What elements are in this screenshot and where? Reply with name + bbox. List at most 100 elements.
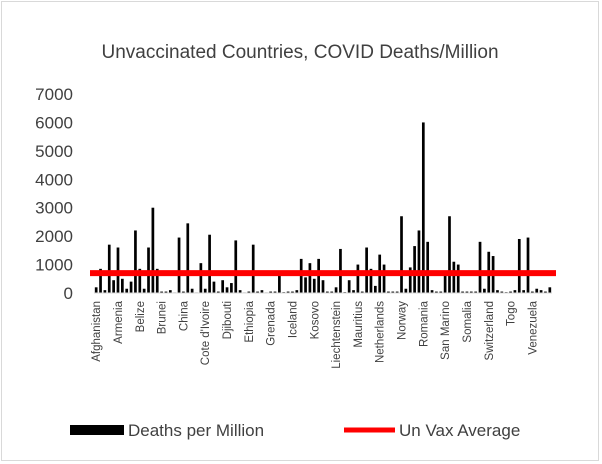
- legend-swatch-deaths: [70, 425, 124, 435]
- bar: [129, 281, 133, 293]
- bar: [404, 288, 408, 293]
- bar: [203, 288, 207, 293]
- bar: [413, 246, 416, 293]
- bar: [138, 268, 142, 293]
- x-axis: Afghanistan Armenia Belize Brunei China Cote …: [91, 300, 539, 368]
- bar: [352, 290, 355, 293]
- bar: [186, 223, 190, 293]
- bar: [251, 244, 255, 293]
- bar: [408, 267, 412, 293]
- x-tick-label: Djibouti: [222, 301, 234, 339]
- legend-label-average: Un Vax Average: [399, 421, 520, 440]
- bar: [500, 291, 504, 293]
- bar: [465, 291, 469, 293]
- bar: [391, 291, 395, 293]
- bar: [517, 238, 521, 293]
- bar: [278, 274, 281, 293]
- bar: [216, 291, 220, 293]
- x-tick-label: Romania: [418, 300, 430, 347]
- bar: [125, 288, 129, 293]
- bar: [347, 280, 351, 293]
- bar: [448, 216, 451, 293]
- bar: [356, 264, 360, 293]
- bar: [456, 264, 460, 293]
- bar: [430, 290, 434, 293]
- bar: [417, 230, 421, 293]
- bar: [107, 244, 111, 293]
- bar: [387, 291, 390, 293]
- y-tick-label: 3000: [35, 199, 73, 218]
- bar: [160, 291, 163, 293]
- y-tick-label: 0: [64, 284, 73, 303]
- bar: [400, 216, 403, 293]
- x-tick-label: Brunei: [157, 301, 169, 334]
- bar: [312, 278, 316, 293]
- bar: [273, 291, 277, 293]
- bar: [94, 287, 98, 293]
- bar: [212, 281, 216, 293]
- bar: [321, 280, 325, 293]
- x-tick-label: Liechtenstein: [331, 301, 343, 369]
- bar: [103, 290, 107, 293]
- bar: [168, 290, 172, 293]
- bar: [373, 285, 377, 293]
- bar: [452, 261, 456, 293]
- x-tick-label: Mauritius: [353, 301, 365, 348]
- bar: [544, 291, 547, 293]
- chart-title: Unvaccinated Countries, COVID Deaths/Mil…: [101, 42, 498, 63]
- bar: [199, 263, 203, 293]
- legend: Deaths per Million Un Vax Average: [70, 421, 520, 440]
- bar: [308, 263, 312, 293]
- bar: [225, 287, 229, 293]
- bar: [295, 290, 299, 293]
- x-tick-label: Togo: [506, 301, 518, 326]
- bar: [190, 288, 194, 293]
- x-tick-label: Grenada: [266, 300, 278, 345]
- bar: [426, 241, 430, 293]
- x-tick-label: Venezuela: [527, 300, 539, 354]
- bar: [360, 291, 364, 293]
- bar: [164, 291, 168, 293]
- bar: [531, 291, 534, 293]
- bar: [539, 290, 543, 293]
- legend-label-deaths: Deaths per Million: [128, 421, 264, 440]
- bar: [230, 283, 233, 293]
- bar: [208, 234, 211, 293]
- bar: [304, 277, 307, 293]
- y-tick-label: 6000: [35, 113, 73, 132]
- bar: [99, 268, 102, 293]
- bar: [509, 291, 512, 293]
- bar: [435, 291, 438, 293]
- y-tick-label: 1000: [35, 256, 73, 275]
- x-tick-label: Kosovo: [309, 301, 321, 339]
- x-tick-label: Switzerland: [484, 301, 496, 360]
- bar: [461, 291, 464, 293]
- bar: [421, 122, 425, 294]
- y-axis: 0 1000 2000 3000 4000 5000 6000 7000: [35, 85, 73, 303]
- x-tick-label: Netherlands: [375, 301, 387, 363]
- bar: [291, 291, 294, 293]
- bar: [151, 207, 155, 293]
- bar: [443, 274, 447, 293]
- bar: [535, 288, 539, 293]
- x-tick-label: Afghanistan: [91, 301, 103, 362]
- bar: [286, 291, 290, 293]
- bar: [238, 290, 242, 293]
- bar: [496, 290, 499, 293]
- bar: [522, 290, 525, 293]
- x-tick-label: San Marino: [440, 301, 452, 360]
- bar: [121, 278, 124, 293]
- x-tick-label: Norway: [397, 301, 409, 340]
- y-tick-label: 7000: [35, 85, 73, 104]
- bar: [247, 291, 251, 293]
- bar: [334, 287, 338, 293]
- x-tick-label: Cote d'Ivoire: [200, 301, 212, 365]
- bar: [483, 288, 486, 293]
- y-tick-label: 4000: [35, 170, 73, 189]
- bar: [234, 240, 238, 293]
- bar: [182, 291, 185, 293]
- bar: [155, 268, 159, 293]
- bar: [439, 291, 443, 293]
